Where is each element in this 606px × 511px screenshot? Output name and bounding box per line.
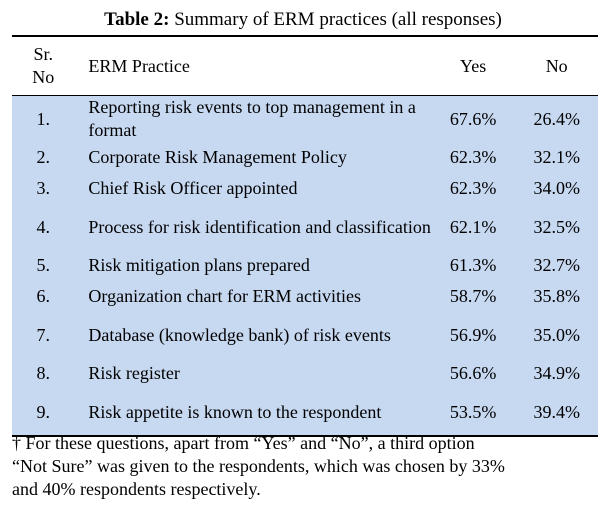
cell-yes-percent: 61.3% — [449, 255, 497, 275]
cell-yes-percent: 62.1% — [449, 216, 497, 237]
erm-practices-table: Sr. No ERM Practice Yes No 1. Reporting r… — [12, 35, 598, 437]
cell-no-percent: 35.8% — [533, 286, 580, 306]
cell-no-percent: 34.9% — [533, 363, 580, 383]
cell-sr-no: 7. — [36, 324, 50, 345]
cell-erm-practice: Risk register — [88, 363, 180, 383]
table-row: 4. Process for risk identification and cl… — [12, 204, 598, 250]
erm-table-container: Sr. No ERM Practice Yes No 1. Reporting r… — [12, 35, 598, 437]
cell-no-percent: 35.0% — [533, 324, 580, 345]
cell-sr-no: 2. — [36, 147, 50, 167]
table-header-row: Sr. No ERM Practice Yes No — [12, 36, 598, 96]
table-row: 1. Reporting risk events to top managemen… — [12, 95, 598, 142]
table-row: 8. Risk register 56.6% 34.9% — [12, 358, 598, 389]
cell-no-percent: 34.0% — [533, 178, 580, 198]
caption-text: Summary of ERM practices (all responses) — [169, 9, 502, 30]
table-row: 6. Organization chart for ERM activities 5… — [12, 281, 598, 312]
cell-yes-percent: 62.3% — [449, 178, 497, 198]
cell-erm-practice: Chief Risk Officer appointed — [88, 178, 298, 198]
cell-erm-practice: Process for risk identification and clas… — [88, 216, 431, 237]
cell-yes-percent: 56.9% — [449, 324, 497, 345]
cell-yes-percent: 67.6% — [449, 108, 497, 129]
caption-label: Table 2: — [104, 9, 170, 30]
table-row: 9. Risk appetite is known to the responde… — [12, 389, 598, 437]
table-row: 3. Chief Risk Officer appointed 62.3% 34.0% — [12, 173, 598, 204]
table-body: 1. Reporting risk events to top managemen… — [12, 95, 598, 437]
cell-erm-practice: Organization chart for ERM activities — [88, 286, 362, 306]
cell-yes-percent: 62.3% — [449, 147, 497, 167]
header-no: No — [515, 36, 598, 96]
cell-erm-practice: Risk appetite is known to the respondent — [74, 389, 431, 437]
cell-no-percent: 32.7% — [533, 255, 580, 275]
table-footnote: † For these questions, apart from “Yes” … — [12, 433, 505, 499]
cell-sr-no: 6. — [36, 286, 50, 306]
cell-no-percent: 26.4% — [533, 108, 580, 129]
header-erm-practice: ERM Practice — [74, 36, 431, 96]
table-row: 7. Database (knowledge bank) of risk even… — [12, 312, 598, 358]
cell-erm-practice: Corporate Risk Management Policy — [88, 147, 347, 167]
header-sr-line2: No — [32, 67, 55, 87]
cell-sr-no: 4. — [36, 216, 50, 237]
cell-yes-percent: 53.5% — [430, 389, 516, 437]
cell-sr-no: 3. — [36, 178, 50, 198]
table-row: 2. Corporate Risk Management Policy 62.3% 3… — [12, 142, 598, 173]
cell-erm-practice: Database (knowledge bank) of risk events — [88, 324, 391, 345]
header-sr-no: Sr. No — [12, 36, 75, 96]
cell-sr-no: 8. — [36, 363, 50, 383]
cell-yes-percent: 56.6% — [449, 363, 497, 383]
cell-erm-practice: Risk mitigation plans prepared — [88, 255, 310, 275]
header-sr-line1: Sr. — [33, 44, 53, 64]
header-yes: Yes — [430, 36, 516, 96]
table-caption: Table 2: Summary of ERM practices (all r… — [0, 8, 606, 32]
table-row: 5. Risk mitigation plans prepared 61.3% 32.… — [12, 250, 598, 281]
cell-no-percent: 39.4% — [515, 389, 598, 437]
cell-sr-no: 5. — [36, 255, 50, 275]
cell-yes-percent: 58.7% — [449, 286, 497, 306]
cell-erm-practice: Reporting risk events to top management … — [88, 97, 416, 140]
cell-sr-no: 1. — [36, 108, 50, 129]
cell-no-percent: 32.5% — [533, 216, 580, 237]
cell-sr-no: 9. — [12, 389, 75, 437]
cell-no-percent: 32.1% — [533, 147, 580, 167]
